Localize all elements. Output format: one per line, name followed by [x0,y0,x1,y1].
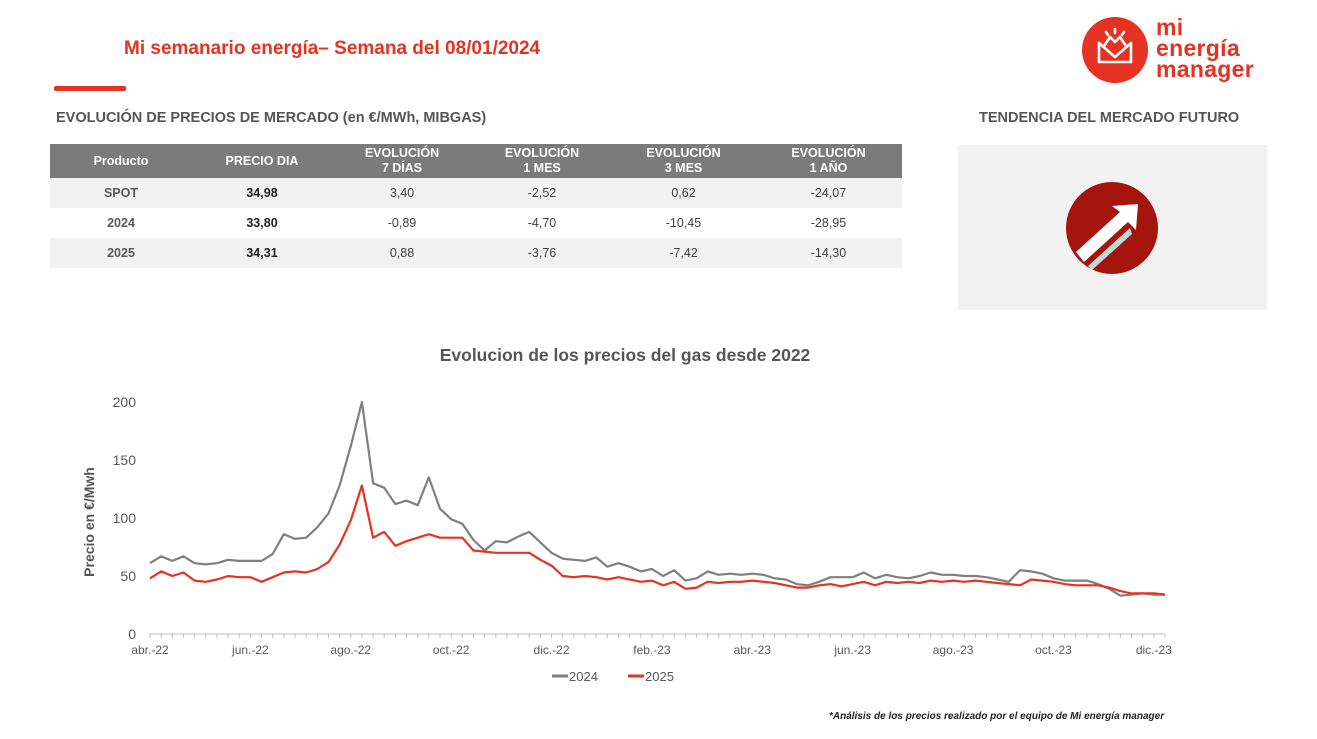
x-tick-label: feb.-23 [633,643,671,657]
brand-logo: mi energía manager [1082,14,1292,87]
series-line-2024 [149,400,1165,597]
series-line-2025 [149,484,1166,596]
chart-title: Evolucion de los precios del gas desde 2… [440,345,811,365]
cell-1y: -24,07 [755,178,902,208]
chart-canvas: Evolucion de los precios del gas desde 2… [81,345,1172,684]
y-tick-label: 200 [113,394,137,410]
cell-1m: -4,70 [527,216,557,230]
x-tick-label: jun.-23 [833,643,871,657]
column-header-1m: EVOLUCIÓN 1 MES [472,144,612,178]
column-header-7d: EVOLUCIÓN 7 DÍAS [332,144,472,178]
y-tick-label: 50 [120,568,136,584]
logo-line-1: mi [1156,14,1184,40]
legend-label-2024: 2024 [569,669,598,684]
cell-1y: -14,30 [755,238,902,268]
logo-wordmark: mi energía manager [1156,14,1254,82]
market-prices-table: Producto PRECIO DIA EVOLUCIÓN 7 DÍAS EVOL… [50,144,902,268]
trend-panel [958,145,1267,310]
cell-price: 34,31 [192,238,332,268]
table-row: SPOT 34,98 3,40 -2,52 0,62 -24,07 [50,178,902,208]
arrow-up-right-icon [1076,204,1138,270]
cell-product: 2025 [50,238,192,268]
cell-3m: 0,62 [612,178,755,208]
logo-mark-icon [1082,17,1148,83]
column-header-1y: EVOLUCIÓN 1 AÑO [755,144,902,178]
cell-1m: -2,52 [472,178,612,208]
title-underline [54,86,126,91]
y-tick-label: 100 [113,510,137,526]
cell-7d: 3,40 [332,178,472,208]
table-header-row: Producto PRECIO DIA EVOLUCIÓN 7 DÍAS EVOL… [50,144,902,178]
y-axis-label: Precio en €/Mwh [81,467,97,577]
cell-product: SPOT [50,178,192,208]
cell-1y: -28,95 [810,216,847,230]
cell-price: 33,80 [246,216,278,230]
cell-1m: -3,76 [472,238,612,268]
cell-3m: -7,42 [612,238,755,268]
x-tick-label: jun.-22 [231,643,269,657]
logo-line-3: manager [1156,56,1254,82]
x-tick-label: abr.-22 [131,643,169,657]
column-header-3m: EVOLUCIÓN 3 MES [612,144,755,178]
x-tick-label: dic.-23 [1136,643,1172,657]
trend-indicator [1066,182,1158,274]
legend-label-2025: 2025 [645,669,674,684]
y-tick-label: 0 [128,626,136,642]
column-header-product: Producto [50,144,192,178]
cell-3m: -10,45 [665,216,702,230]
gas-price-chart: Evolucion de los precios del gas desde 2… [0,330,1317,710]
x-tick-label: abr.-23 [734,643,772,657]
cell-product: 2024 [107,216,135,230]
x-tick-label: ago.-22 [330,643,371,657]
x-tick-label: oct.-23 [1035,643,1072,657]
x-tick-label: ago.-23 [933,643,974,657]
y-tick-label: 150 [113,452,137,468]
cell-price: 34,98 [192,178,332,208]
x-tick-label: oct.-22 [433,643,470,657]
x-tick-label: dic.-22 [534,643,570,657]
page-title: Mi semanario energía– Semana del 08/01/2… [124,38,541,59]
table-row: 2025 34,31 0,88 -3,76 -7,42 -14,30 [50,238,902,268]
cell-7d: 0,88 [332,238,472,268]
cell-7d: -0,89 [387,216,417,230]
footnote: *Análisis de los precios realizado por e… [829,711,1165,722]
market-table-title: EVOLUCIÓN DE PRECIOS DE MERCADO (en €/MW… [56,110,487,126]
logo-line-2: energía [1156,35,1240,61]
table-row: 2024 33,80 -0,89 -4,70 -10,45 -28,95 [50,208,902,238]
trend-title: TENDENCIA DEL MERCADO FUTURO [979,110,1240,126]
column-header-price: PRECIO DIA [192,144,332,178]
